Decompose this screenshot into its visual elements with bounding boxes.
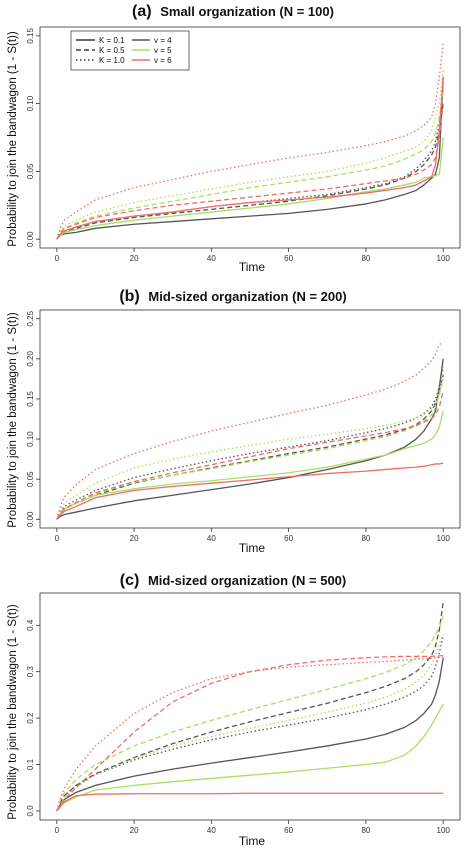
- legend-label-v6: v = 6: [154, 56, 172, 65]
- panel-b-title-text: Mid-sized organization (N = 200): [148, 289, 346, 304]
- y-tick-label: 0.15: [26, 391, 35, 407]
- x-tick-label: 40: [207, 826, 216, 835]
- panel-c: (c) Mid-sized organization (N = 500) Pro…: [7, 572, 461, 848]
- panel-a-plot: 0 20 40 60 80 100 0.00 0.05 0.10 0.15: [26, 26, 461, 263]
- series-line: [56, 137, 444, 240]
- panel-c-y-axis-label: Probability to join the bandwagon (1 - S…: [7, 604, 19, 820]
- x-tick-label: 80: [361, 826, 370, 835]
- legend-label-k05: K = 0.5: [99, 46, 125, 55]
- y-tick-label: 0.10: [26, 431, 35, 447]
- x-tick-label: 0: [55, 254, 60, 263]
- series-line: [56, 374, 444, 520]
- series-line: [56, 370, 444, 520]
- series-line: [56, 410, 444, 520]
- series-line: [56, 792, 444, 812]
- panel-b-label: (b): [119, 288, 139, 305]
- panel-c-x-axis-label: Time: [239, 834, 266, 848]
- x-tick-label: 80: [361, 534, 370, 543]
- legend-label-k01: K = 0.1: [99, 36, 125, 45]
- x-tick-label: 60: [284, 534, 293, 543]
- y-tick-label: 0.0: [26, 805, 35, 817]
- series-line: [56, 601, 444, 812]
- series-line: [56, 366, 444, 520]
- x-tick-label: 20: [130, 826, 139, 835]
- x-tick-label: 0: [55, 534, 60, 543]
- x-tick-label: 0: [55, 826, 60, 835]
- legend-label-v4: v = 4: [154, 36, 172, 45]
- series-line: [56, 462, 444, 520]
- y-tick-label: 0.10: [26, 95, 35, 111]
- y-tick-label: 0.2: [26, 712, 35, 724]
- series-line: [56, 634, 444, 812]
- series-line: [56, 103, 444, 240]
- x-tick-label: 40: [207, 534, 216, 543]
- y-tick-label: 0.4: [26, 619, 35, 631]
- plot-frame: [39, 26, 461, 249]
- panel-b-y-axis-label: Probability to join the bandwagon (1 - S…: [7, 312, 19, 528]
- panel-b-plot: 0 20 40 60 80 100 0.00 0.05 0.10 0.15 0.20 0.25: [26, 309, 461, 543]
- panel-c-title: (c) Mid-sized organization (N = 500): [120, 572, 346, 589]
- x-tick-label: 80: [361, 254, 370, 263]
- legend: K = 0.1 K = 0.5 K = 1.0 v = 4 v = 5 v = …: [70, 30, 190, 71]
- y-tick-label: 0.3: [26, 666, 35, 678]
- panel-a: (a) Small organization (N = 100) Probabi…: [7, 3, 461, 274]
- series-line: [56, 378, 444, 520]
- x-tick-label: 40: [207, 254, 216, 263]
- x-tick-label: 20: [130, 254, 139, 263]
- legend-box: [70, 30, 190, 71]
- series-line: [56, 656, 444, 812]
- panel-b-title: (b) Mid-sized organization (N = 200): [119, 288, 346, 305]
- x-tick-label: 60: [284, 826, 293, 835]
- y-tick-label: 0.00: [26, 511, 35, 527]
- series-line: [56, 654, 444, 812]
- series-line: [56, 42, 444, 240]
- y-tick-label: 0.05: [26, 471, 35, 487]
- series-line: [56, 615, 444, 812]
- series-line: [56, 76, 444, 240]
- y-tick-label: 0.05: [26, 163, 35, 179]
- panel-c-title-text: Mid-sized organization (N = 500): [148, 573, 346, 588]
- panel-a-title-text: Small organization (N = 100): [160, 4, 334, 19]
- panel-c-plot: 0 20 40 60 80 100 0.0 0.1 0.2 0.3 0.4: [26, 592, 461, 835]
- y-tick-label: 0.00: [26, 231, 35, 247]
- panel-a-x-axis-label: Time: [239, 260, 266, 274]
- series-line: [56, 342, 444, 520]
- plot-frame: [39, 309, 461, 529]
- series-line: [56, 89, 444, 240]
- panel-b: (b) Mid-sized organization (N = 200) Pro…: [7, 288, 461, 555]
- panel-c-label: (c): [120, 572, 140, 589]
- y-tick-label: 0.15: [26, 28, 35, 44]
- y-tick-label: 0.25: [26, 310, 35, 326]
- series-line: [56, 634, 444, 812]
- panel-a-y-axis-label: Probability to join the bandwagon (1 - S…: [7, 31, 19, 247]
- panel-a-label: (a): [132, 3, 152, 20]
- series-line: [56, 76, 444, 240]
- x-tick-label: 100: [437, 254, 451, 263]
- legend-label-v5: v = 5: [154, 46, 172, 55]
- x-tick-label: 20: [130, 534, 139, 543]
- y-tick-label: 0.20: [26, 350, 35, 366]
- series-line: [56, 358, 444, 520]
- panel-a-title: (a) Small organization (N = 100): [132, 3, 334, 20]
- series-line: [56, 89, 444, 240]
- legend-label-k10: K = 1.0: [99, 56, 125, 65]
- x-tick-label: 60: [284, 254, 293, 263]
- panel-b-x-axis-label: Time: [239, 541, 266, 555]
- series-line: [56, 69, 444, 240]
- x-tick-label: 100: [437, 534, 451, 543]
- series-line: [56, 390, 444, 520]
- x-tick-label: 100: [437, 826, 451, 835]
- plot-frame: [39, 592, 461, 821]
- y-tick-label: 0.1: [26, 758, 35, 770]
- series-line: [56, 657, 444, 812]
